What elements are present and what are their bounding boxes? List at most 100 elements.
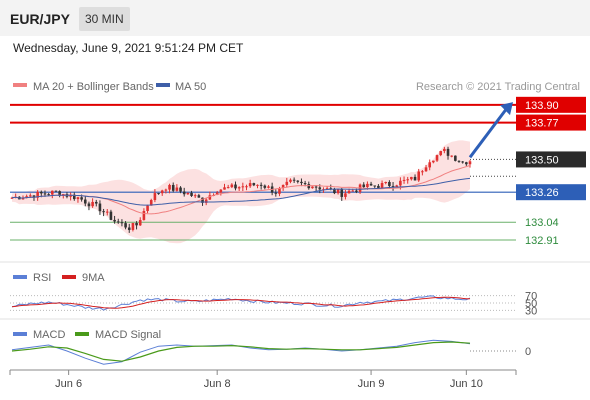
last-price-tag — [516, 151, 586, 168]
candle-body — [83, 199, 87, 204]
support-value: 133.04 — [525, 217, 559, 229]
rsi-tick-label: 70 — [525, 291, 537, 303]
symbol-label: EUR/JPY — [10, 11, 70, 27]
candle-body — [116, 221, 120, 223]
candle-body — [344, 193, 347, 197]
rsi-line — [11, 295, 471, 311]
candle-body — [153, 193, 157, 201]
candle-body — [336, 189, 340, 194]
candle-body — [432, 160, 435, 163]
candle-body — [413, 176, 417, 181]
candle-body — [281, 184, 285, 188]
candle-body — [402, 179, 406, 181]
candle-body — [424, 167, 428, 172]
candle-body — [160, 190, 164, 194]
forecast-arrow-shaft — [468, 107, 509, 159]
candle-body — [120, 222, 124, 224]
candle-body — [311, 186, 314, 189]
candle-body — [135, 223, 138, 226]
candle-body — [98, 203, 102, 212]
candle-body — [21, 198, 25, 200]
ma50-line — [11, 177, 471, 206]
candle-body — [274, 192, 278, 194]
support-value: 132.91 — [525, 235, 559, 247]
macd-pane: 0 — [11, 339, 531, 365]
candle-body — [406, 179, 410, 181]
candle-body — [193, 195, 197, 197]
candle-body — [142, 210, 146, 220]
candle-body — [76, 197, 80, 200]
candle-body — [278, 187, 281, 194]
candle-body — [226, 187, 230, 189]
candle-body — [366, 183, 369, 188]
candle-body — [303, 183, 307, 185]
candle-body — [186, 192, 190, 195]
candle-body — [256, 184, 259, 186]
candle-body — [300, 181, 303, 184]
candle-body — [443, 148, 446, 152]
candle-body — [263, 185, 267, 188]
x-tick-label: Jun 9 — [358, 378, 385, 390]
resistance-tag — [516, 96, 586, 113]
candle-body — [410, 176, 413, 180]
candle-body — [292, 179, 296, 181]
candle-body — [43, 193, 47, 195]
forecast-arrow-head — [500, 102, 513, 116]
candle-body — [113, 219, 116, 222]
resistance-value: 133.77 — [525, 118, 559, 130]
candle-body — [124, 223, 127, 228]
candle-body — [435, 155, 439, 161]
candle-body — [428, 162, 431, 168]
x-tick-label: Jun 6 — [55, 378, 82, 390]
candle-body — [380, 183, 384, 188]
candle-body — [248, 183, 252, 187]
candle-body — [164, 189, 168, 191]
candle-body — [171, 184, 175, 191]
moving-averages — [11, 164, 471, 215]
candle-body — [245, 186, 248, 188]
candle-body — [465, 162, 468, 165]
candle-body — [29, 195, 32, 197]
candle-body — [340, 189, 344, 197]
legend-swatch-ma20 — [13, 83, 27, 87]
candle-body — [369, 183, 373, 186]
legend-swatch-macd-signal — [75, 332, 89, 336]
resistance-value: 133.90 — [525, 100, 559, 112]
legend-rsi-ma-label: 9MA — [82, 272, 105, 284]
candle-body — [36, 191, 39, 198]
candle-body — [157, 193, 160, 195]
pivot-value: 133.26 — [525, 187, 559, 199]
candle-body — [138, 219, 142, 226]
candle-body — [252, 183, 256, 186]
candle-body — [94, 201, 98, 204]
candle-body — [384, 181, 388, 184]
candle-body — [175, 187, 179, 191]
candle-body — [179, 187, 182, 192]
candle-body — [314, 186, 318, 188]
rsi-ma-line — [11, 296, 470, 309]
macd-tick-label: 0 — [525, 346, 531, 358]
candle-body — [439, 151, 442, 156]
candle-body — [10, 197, 14, 199]
legend-ma20-label: MA 20 + Bollinger Bands — [33, 81, 154, 93]
candle-body — [457, 160, 461, 162]
candle-body — [388, 181, 391, 186]
x-tick-label: Jun 8 — [204, 378, 231, 390]
candle-body — [351, 190, 355, 192]
legend-ma50-label: MA 50 — [175, 81, 206, 93]
candle-body — [208, 195, 212, 200]
candle-body — [87, 203, 91, 207]
candle-body — [80, 197, 83, 200]
candle-body — [223, 187, 226, 190]
candle-body — [91, 201, 94, 207]
candle-body — [450, 155, 453, 157]
candle-body — [446, 148, 450, 156]
timeframe-button[interactable]: 30 MIN — [79, 7, 130, 31]
candle-body — [307, 184, 311, 189]
candle-body — [182, 191, 186, 195]
resistance-tag — [516, 114, 586, 131]
candle-body — [201, 197, 204, 203]
candle-body — [105, 211, 109, 213]
candle-body — [237, 187, 241, 189]
candle-body — [131, 223, 135, 230]
